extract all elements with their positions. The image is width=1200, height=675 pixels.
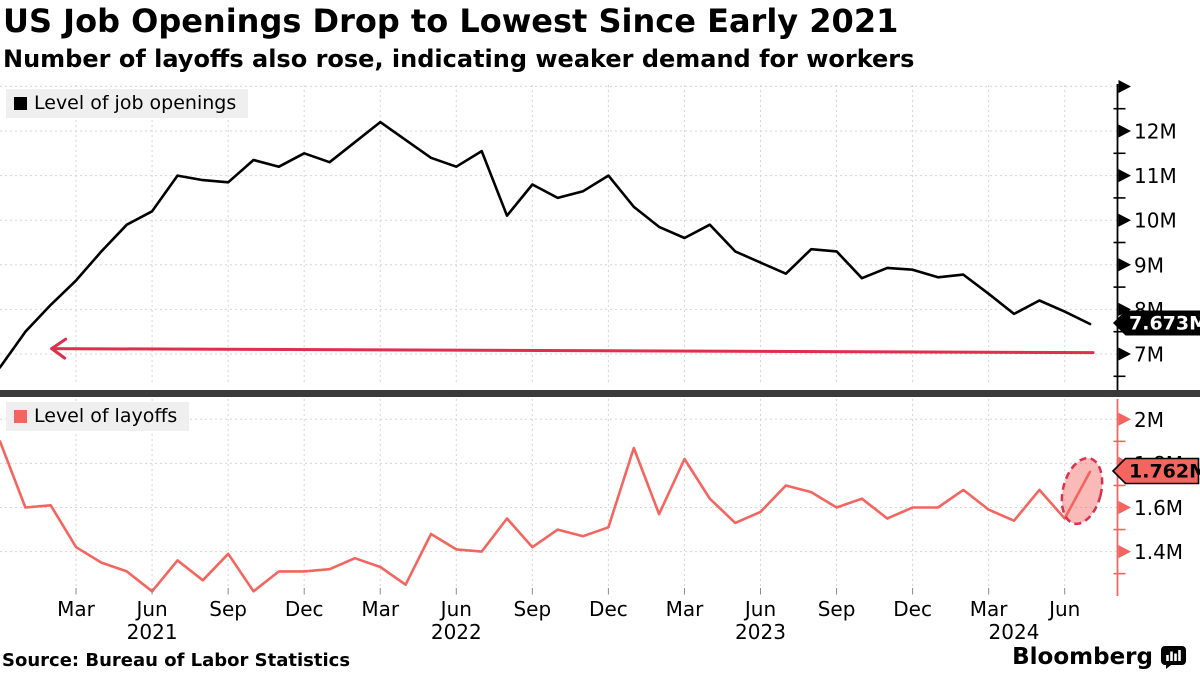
dual-panel-line-chart: 12M11M10M9M8M7M2M1.8M1.6M1.4MMarJunSepDe… bbox=[0, 80, 1200, 644]
x-tick-label: Dec bbox=[285, 597, 324, 621]
x-tick-label: Jun bbox=[743, 597, 776, 621]
x-tick-label: Sep bbox=[513, 597, 551, 621]
y-tick-label: 1.6M bbox=[1134, 496, 1183, 520]
y-tick-label: 12M bbox=[1134, 120, 1177, 144]
y-tick-arrow-icon bbox=[1118, 213, 1131, 227]
y-tick-label: 7M bbox=[1134, 343, 1164, 367]
series-layer bbox=[0, 120, 1092, 593]
layoffs-end-badge: 1.762M bbox=[1111, 457, 1200, 485]
openings-legend-swatch-icon bbox=[14, 97, 27, 110]
x-tick-label: Dec bbox=[589, 597, 628, 621]
y-tick-arrow-icon bbox=[1118, 302, 1131, 316]
axes-layer: 12M11M10M9M8M7M2M1.8M1.6M1.4MMarJunSepDe… bbox=[57, 80, 1183, 644]
y-tick-label: 11M bbox=[1134, 164, 1177, 188]
layoffs-legend-swatch-icon bbox=[14, 410, 27, 423]
recent-layoffs-highlight-ellipse bbox=[1060, 456, 1104, 526]
x-tick-label: Mar bbox=[666, 597, 705, 621]
y-tick-label: 10M bbox=[1134, 209, 1177, 233]
x-year-label: 2022 bbox=[431, 620, 482, 644]
y-tick-label: 2M bbox=[1134, 408, 1164, 432]
x-tick-label: Mar bbox=[361, 597, 400, 621]
x-tick-label: Mar bbox=[970, 597, 1009, 621]
x-tick-label: Sep bbox=[209, 597, 247, 621]
y-tick-arrow-icon bbox=[1118, 124, 1131, 138]
grid-layer bbox=[0, 85, 1118, 588]
y-tick-arrow-icon bbox=[1118, 169, 1131, 183]
page-title: US Job Openings Drop to Lowest Since Ear… bbox=[3, 2, 899, 40]
y-tick-arrow-icon bbox=[1118, 347, 1131, 361]
bloomberg-terminal-icon bbox=[1161, 645, 1186, 669]
x-tick-label: Mar bbox=[57, 597, 96, 621]
x-year-label: 2021 bbox=[127, 620, 178, 644]
lowest-since-2021-arrow bbox=[50, 337, 1095, 360]
layoffs-legend-label: Level of layoffs bbox=[34, 405, 178, 427]
x-tick-label: Jun bbox=[134, 597, 167, 621]
x-tick-label: Dec bbox=[893, 597, 932, 621]
bloomberg-wordmark: Bloomberg bbox=[1012, 644, 1153, 670]
layoffs-current-value: 1.762M bbox=[1129, 461, 1200, 483]
x-year-label: 2024 bbox=[989, 620, 1040, 644]
x-year-label: 2023 bbox=[735, 620, 786, 644]
x-tick-label: Jun bbox=[439, 597, 472, 621]
x-tick-label: Sep bbox=[818, 597, 856, 621]
openings-legend-label: Level of job openings bbox=[34, 92, 237, 114]
bloomberg-logo: Bloomberg bbox=[1012, 644, 1186, 670]
openings-end-badge: 7.673M bbox=[1113, 310, 1200, 336]
x-tick-label: Jun bbox=[1047, 597, 1080, 621]
y-tick-arrow-icon bbox=[1118, 412, 1131, 426]
openings-badge-shape bbox=[1113, 310, 1200, 336]
page-subtitle: Number of layoffs also rose, indicating … bbox=[3, 45, 915, 73]
source-note: Source: Bureau of Labor Statistics bbox=[2, 650, 351, 671]
axis-top-arrow-icon bbox=[1118, 80, 1131, 93]
panel-divider bbox=[0, 390, 1200, 397]
annotation-layer bbox=[50, 337, 1104, 526]
y-tick-arrow-icon bbox=[1118, 258, 1131, 272]
arrow-head-icon bbox=[50, 337, 68, 360]
y-tick-label: 1.4M bbox=[1134, 540, 1183, 564]
layoffs-legend: Level of layoffs bbox=[6, 402, 190, 431]
openings-legend: Level of job openings bbox=[6, 89, 249, 118]
layoffs-line bbox=[0, 440, 1092, 593]
y-tick-label: 9M bbox=[1134, 253, 1164, 277]
y-tick-arrow-icon bbox=[1118, 545, 1131, 559]
layoffs-badge-shape bbox=[1111, 457, 1200, 485]
openings-line bbox=[0, 120, 1092, 369]
arrow-shaft bbox=[50, 347, 1095, 355]
openings-current-value: 7.673M bbox=[1129, 313, 1200, 335]
y-tick-arrow-icon bbox=[1118, 501, 1131, 514]
